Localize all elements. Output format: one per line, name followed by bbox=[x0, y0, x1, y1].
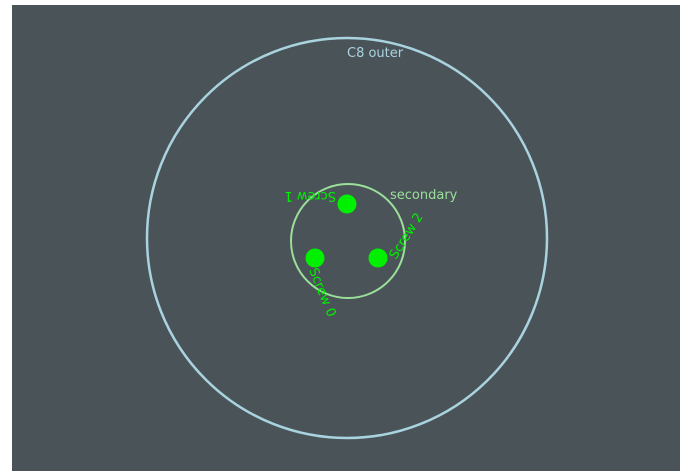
outer-circle-label: C8 outer bbox=[347, 46, 404, 61]
screw-0-marker[interactable] bbox=[305, 248, 325, 268]
screw-1-label: Screw 1 bbox=[285, 188, 337, 203]
screw-2-label: Screw 2 bbox=[387, 210, 427, 262]
outer-circle bbox=[145, 36, 549, 440]
screw-2-marker[interactable] bbox=[368, 248, 388, 268]
collimation-canvas: C8 outer secondary Screw 0 Screw 1 Screw… bbox=[12, 5, 680, 471]
screw-0-label: Screw 0 bbox=[305, 266, 338, 319]
secondary-circle-label: secondary bbox=[390, 188, 458, 203]
secondary-circle bbox=[290, 183, 406, 299]
diagram-svg: C8 outer secondary Screw 0 Screw 1 Screw… bbox=[145, 36, 549, 440]
screw-1-marker[interactable] bbox=[337, 194, 357, 214]
